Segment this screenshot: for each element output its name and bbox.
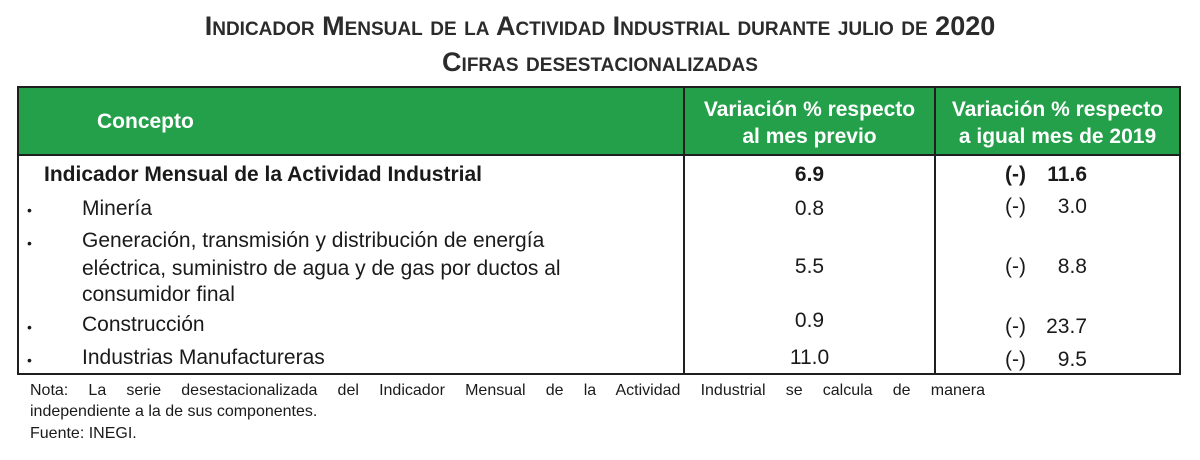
header-variacion-mensual: Variación % respecto al mes previo: [685, 96, 934, 150]
row-label-construccion: Construcción: [82, 313, 205, 336]
row-label-total: Indicador Mensual de la Actividad Indust…: [44, 163, 482, 186]
row-negative-sign-manufactureras: (-): [1005, 348, 1026, 371]
header-variacion-anual-line1: Variación % respecto: [951, 98, 1164, 121]
row-value-mensual-total: 6.9: [794, 163, 825, 186]
row-value-mensual-manufactureras: 11.0: [789, 346, 830, 369]
bullet-icon: •: [27, 319, 32, 335]
row-value-anual-mineria: 3.0: [1057, 195, 1087, 218]
column-divider: [683, 88, 685, 373]
row-label-manufactureras: Industrias Manufactureras: [82, 346, 325, 369]
row-value-mensual-energia: 5.5: [794, 255, 825, 278]
page-title: Indicador Mensual de la Actividad Indust…: [204, 11, 996, 41]
row-negative-sign-mineria: (-): [1005, 195, 1026, 218]
bullet-icon: •: [27, 202, 32, 218]
column-divider: [934, 88, 936, 373]
row-value-anual-energia: 8.8: [1057, 255, 1087, 278]
row-value-mensual-mineria: 0.8: [794, 197, 825, 220]
header-variacion-mensual-line1: Variación % respecto: [703, 98, 916, 121]
row-value-anual-manufactureras: 9.5: [1057, 348, 1087, 371]
row-label-energia-line1: Generación, transmisión y distribución d…: [82, 229, 545, 252]
header-variacion-mensual-line2: al mes previo: [742, 125, 877, 148]
data-table: Concepto Variación % respecto al mes pre…: [17, 86, 1181, 375]
page-subtitle: Cifras desestacionalizadas: [442, 47, 758, 77]
row-negative-sign-energia: (-): [1005, 255, 1026, 278]
header-concepto: Concepto: [97, 110, 194, 133]
footnote-continued: independiente a la de sus componentes.: [30, 403, 318, 420]
table-header: Concepto Variación % respecto al mes pre…: [19, 88, 1179, 156]
row-value-mensual-construccion: 0.9: [794, 309, 825, 332]
row-label-energia-line3: consumidor final: [82, 283, 235, 306]
row-label-mineria: Minería: [82, 197, 153, 220]
header-variacion-anual-line2: a igual mes de 2019: [958, 125, 1157, 148]
row-negative-sign-construccion: (-): [1005, 315, 1026, 338]
footnote: Nota: La serie desestacionalizada del In…: [30, 382, 985, 399]
row-value-anual-total: 11.6: [1047, 163, 1087, 186]
bullet-icon: •: [27, 352, 32, 368]
row-label-energia-line2: eléctrica, suministro de agua y de gas p…: [82, 257, 561, 280]
bullet-icon: •: [27, 235, 32, 251]
row-negative-sign-total: (-): [1005, 163, 1026, 186]
source-note: Fuente: INEGI.: [30, 425, 137, 442]
row-value-anual-construccion: 23.7: [1046, 315, 1087, 338]
header-variacion-anual: Variación % respecto a igual mes de 2019: [936, 96, 1179, 150]
